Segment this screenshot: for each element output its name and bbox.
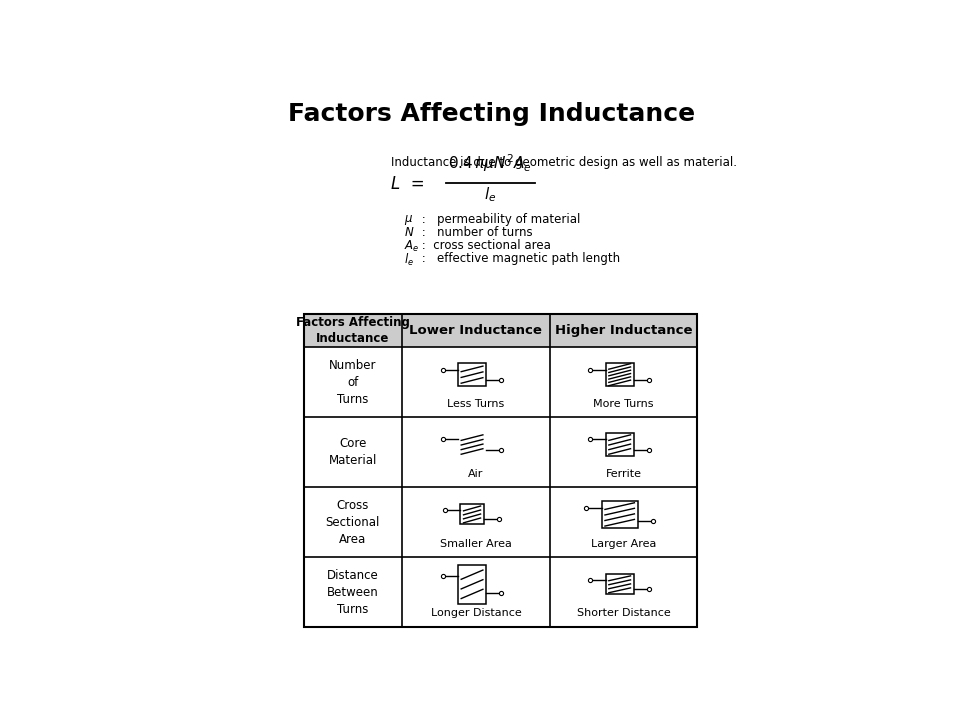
Bar (303, 313, 697, 348)
Text: Ferrite: Ferrite (606, 469, 641, 479)
Text: Distance
Between
Turns: Distance Between Turns (327, 569, 379, 616)
Text: Air: Air (468, 469, 484, 479)
Text: :  cross sectional area: : cross sectional area (418, 239, 550, 252)
Text: Factors Affecting
Inductance: Factors Affecting Inductance (296, 316, 410, 345)
Text: :   permeability of material: : permeability of material (418, 212, 580, 225)
Bar (606, 433, 634, 456)
Text: Higher Inductance: Higher Inductance (555, 324, 692, 337)
Text: Core
Material: Core Material (328, 437, 377, 467)
Text: :   effective magnetic path length: : effective magnetic path length (418, 252, 620, 265)
Bar (458, 363, 486, 386)
Text: $l_e$: $l_e$ (403, 252, 414, 268)
Bar (606, 575, 634, 594)
Bar (606, 363, 634, 386)
Bar (303, 418, 697, 487)
Text: More Turns: More Turns (593, 399, 654, 409)
Bar (458, 565, 486, 603)
Text: :   number of turns: : number of turns (418, 226, 532, 239)
Text: Shorter Distance: Shorter Distance (577, 608, 670, 618)
Bar (461, 505, 484, 524)
Bar (602, 500, 637, 528)
Text: Smaller Area: Smaller Area (440, 539, 512, 549)
Text: Number
of
Turns: Number of Turns (329, 359, 376, 406)
Bar (303, 313, 697, 627)
Text: L  =: L = (392, 175, 425, 193)
Bar (303, 348, 697, 418)
Text: Inductance is due to geometric design as well as material.: Inductance is due to geometric design as… (392, 156, 737, 168)
Text: $\mu$: $\mu$ (403, 212, 413, 227)
Text: Factors Affecting Inductance: Factors Affecting Inductance (288, 102, 696, 126)
Text: Longer Distance: Longer Distance (430, 608, 521, 618)
Bar (303, 557, 697, 627)
Text: Lower Inductance: Lower Inductance (410, 324, 542, 337)
Text: $0.4\,\pi\mu N^2 A_e$: $0.4\,\pi\mu N^2 A_e$ (448, 153, 533, 174)
Text: Less Turns: Less Turns (447, 399, 505, 409)
Text: Cross
Sectional
Area: Cross Sectional Area (325, 499, 380, 546)
Text: $l_e$: $l_e$ (484, 186, 496, 204)
Text: $N$: $N$ (403, 226, 414, 239)
Bar (303, 487, 697, 557)
Text: $A_e$: $A_e$ (403, 239, 419, 254)
Text: Larger Area: Larger Area (590, 539, 657, 549)
